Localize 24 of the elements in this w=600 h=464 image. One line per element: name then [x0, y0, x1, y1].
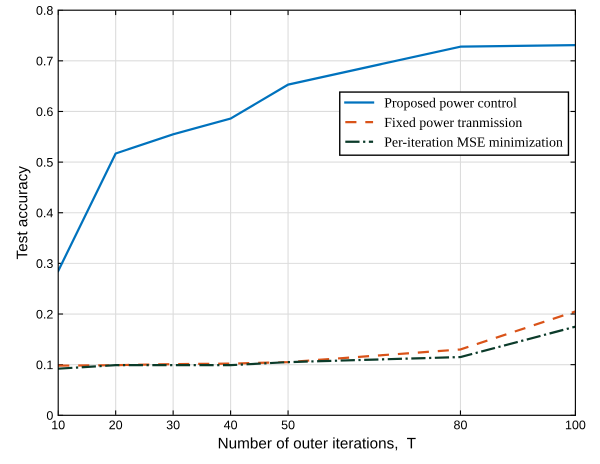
legend-label: Proposed power control — [384, 98, 517, 110]
x-tick-label: 40 — [224, 420, 238, 430]
y-tick-label: 0.5 — [36, 158, 53, 167]
line-series — [58, 310, 576, 367]
x-tick-label: 20 — [109, 420, 122, 430]
y-tick-label: 0.7 — [36, 56, 53, 66]
line-series — [58, 326, 576, 370]
x-axis-title: Number of outer iterations, T — [218, 437, 416, 450]
y-tick-label: 0.8 — [36, 6, 53, 15]
y-axis-title: Test accuracy — [16, 166, 30, 260]
x-tick-label: 80 — [454, 420, 467, 430]
y-tick-label: 0.2 — [36, 310, 53, 319]
x-tick-label: 100 — [566, 420, 586, 430]
line-series — [58, 44, 576, 272]
y-tick-label: 0.1 — [36, 360, 53, 370]
x-tick-label: 50 — [282, 420, 295, 430]
legend-label: Fixed power tranmission — [384, 117, 522, 130]
y-tick-label: 0.3 — [36, 259, 53, 268]
x-tick-label: 10 — [52, 420, 65, 430]
x-tick-label: 30 — [166, 420, 180, 430]
y-tick-label: 0.6 — [36, 107, 53, 116]
y-tick-label: 0 — [46, 411, 53, 420]
legend-label: Per-iteration MSE minimization — [384, 137, 563, 147]
y-tick-label: 0.4 — [36, 208, 53, 218]
